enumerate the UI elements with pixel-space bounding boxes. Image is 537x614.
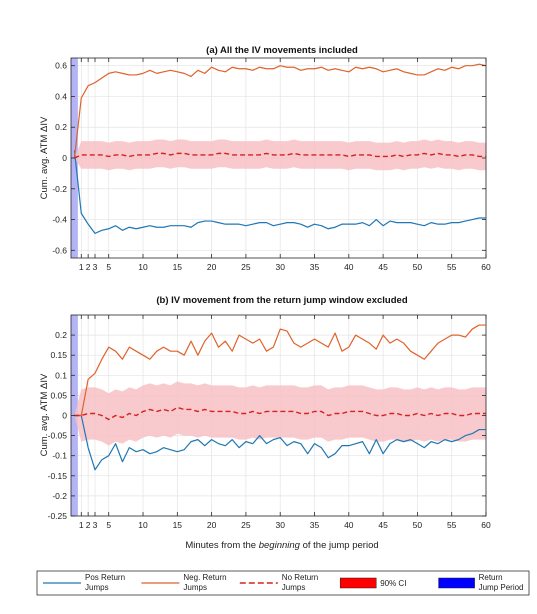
panel-a-x-tick-label-4: 10 bbox=[138, 262, 148, 272]
panel-a-y-tick-label-5: 0.4 bbox=[55, 91, 67, 101]
x-axis-label-suffix: of the jump period bbox=[300, 540, 379, 551]
panel-a-y-axis-label: Cum. avg. ATM ΔIV bbox=[39, 116, 50, 199]
panel-a-x-tick-label-14: 60 bbox=[481, 262, 491, 272]
legend-swatch-4 bbox=[438, 577, 475, 589]
panel-b-x-tick-label-8: 30 bbox=[275, 520, 285, 530]
panel-b-y-axis-label: Cum. avg. ATM ΔIV bbox=[39, 373, 50, 456]
panel-a-x-tick-label-12: 50 bbox=[413, 262, 423, 272]
panel-b-y-tick-label-6: 0.05 bbox=[50, 390, 67, 400]
panel-b-x-tick-label-2: 3 bbox=[93, 520, 98, 530]
panel-b-y-tick-label-0: -0.25 bbox=[48, 511, 68, 521]
panel-a-y-tick-label-3: 0 bbox=[62, 153, 67, 163]
panel-a-x-tick-label-7: 25 bbox=[241, 262, 251, 272]
panel-a-x-tick-label-11: 45 bbox=[378, 262, 388, 272]
panel-b-y-tick-label-5: 0 bbox=[62, 411, 67, 421]
panel-b-x-tick-label-4: 10 bbox=[138, 520, 148, 530]
x-axis-label: Minutes from the beginning of the jump p… bbox=[185, 540, 378, 551]
legend-entry-3: 90% CI bbox=[339, 577, 406, 589]
x-axis-label-emphasis: beginning bbox=[259, 540, 301, 551]
panel-a-x-tick-label-2: 3 bbox=[93, 262, 98, 272]
panel-b-y-tick-label-8: 0.15 bbox=[50, 350, 67, 360]
panel-a-y-tick-label-1: -0.4 bbox=[52, 215, 67, 225]
legend-label-4-line1: Return bbox=[479, 573, 503, 582]
panel-b-x-tick-label-9: 35 bbox=[310, 520, 320, 530]
panel-a-x-tick-label-3: 5 bbox=[106, 262, 111, 272]
panel-b-x-tick-label-6: 20 bbox=[207, 520, 217, 530]
panel-b-y-tick-label-4: -0.05 bbox=[48, 431, 68, 441]
panel-b-series-no-return-line bbox=[74, 406, 486, 421]
panel-a-x-tick-label-0: 1 bbox=[79, 262, 84, 272]
panel-b-x-tick-label-14: 60 bbox=[481, 520, 491, 530]
legend-label-0-line1: Pos Return bbox=[85, 573, 125, 582]
panel-a-y-tick-label-4: 0.2 bbox=[55, 122, 67, 132]
panel-a-y-tick-label-2: -0.2 bbox=[52, 184, 67, 194]
panel-b-x-tick-label-13: 55 bbox=[447, 520, 457, 530]
panel-b-y-tick-label-7: 0.1 bbox=[55, 370, 67, 380]
panel-a-x-tick-label-8: 30 bbox=[275, 262, 285, 272]
panel-b-title: (b) IV movement from the return jump win… bbox=[156, 295, 407, 306]
panel-a-x-tick-label-9: 35 bbox=[310, 262, 320, 272]
panel-b-x-tick-label-7: 25 bbox=[241, 520, 251, 530]
panel-a-x-tick-label-1: 2 bbox=[86, 262, 91, 272]
x-axis-label-prefix: Minutes from the bbox=[185, 540, 258, 551]
panel-b-series-pos-return-line bbox=[74, 414, 486, 471]
legend-label-0-line2: Jumps bbox=[85, 583, 109, 592]
panel-b-x-tick-label-1: 2 bbox=[86, 520, 91, 530]
panel-a-series-no-return-line bbox=[74, 152, 486, 159]
panel-b-x-tick-label-10: 40 bbox=[344, 520, 354, 530]
panel-a-series-neg-return-line bbox=[73, 63, 487, 159]
panel-b-x-tick-label-12: 50 bbox=[413, 520, 423, 530]
panel-a-x-tick-label-10: 40 bbox=[344, 262, 354, 272]
panel-a-series-pos-return-line bbox=[73, 150, 486, 234]
panel-b-ci-band bbox=[74, 381, 487, 446]
panel-a-title: (a) All the IV movements included bbox=[206, 45, 358, 56]
panel-b-chart: (b) IV movement from the return jump win… bbox=[39, 295, 491, 551]
panel-b-x-tick-label-5: 15 bbox=[173, 520, 183, 530]
panel-b-x-tick-label-11: 45 bbox=[378, 520, 388, 530]
legend-label-2-line1: No Return bbox=[282, 573, 318, 582]
panel-b-x-tick-label-3: 5 bbox=[106, 520, 111, 530]
panel-b-y-tick-label-9: 0.2 bbox=[55, 330, 67, 340]
legend-label-1-line1: Neg. Return bbox=[183, 573, 226, 582]
panel-b-y-tick-label-1: -0.2 bbox=[52, 491, 67, 501]
panel-b-series-neg-return-line bbox=[74, 324, 486, 417]
legend-label-3-line1: 90% CI bbox=[380, 579, 406, 588]
panel-a-x-tick-label-13: 55 bbox=[447, 262, 457, 272]
legend-label-4-line2: Jump Period bbox=[479, 583, 524, 592]
panel-a-chart: (a) All the IV movements included Cum. a… bbox=[39, 45, 491, 272]
panel-a-y-tick-label-6: 0.6 bbox=[55, 61, 67, 71]
panel-a-x-tick-label-5: 15 bbox=[173, 262, 183, 272]
panel-a-y-tick-label-0: -0.6 bbox=[52, 245, 67, 255]
panel-b-y-tick-label-3: -0.1 bbox=[52, 451, 67, 461]
legend-label-1-line2: Jumps bbox=[183, 583, 207, 592]
panel-a-x-tick-label-6: 20 bbox=[207, 262, 217, 272]
legend-swatch-3 bbox=[339, 577, 377, 589]
panel-b-y-tick-label-2: -0.15 bbox=[48, 471, 68, 481]
panel-b-x-tick-label-0: 1 bbox=[79, 520, 84, 530]
legend-label-2-line2: Jumps bbox=[282, 583, 306, 592]
